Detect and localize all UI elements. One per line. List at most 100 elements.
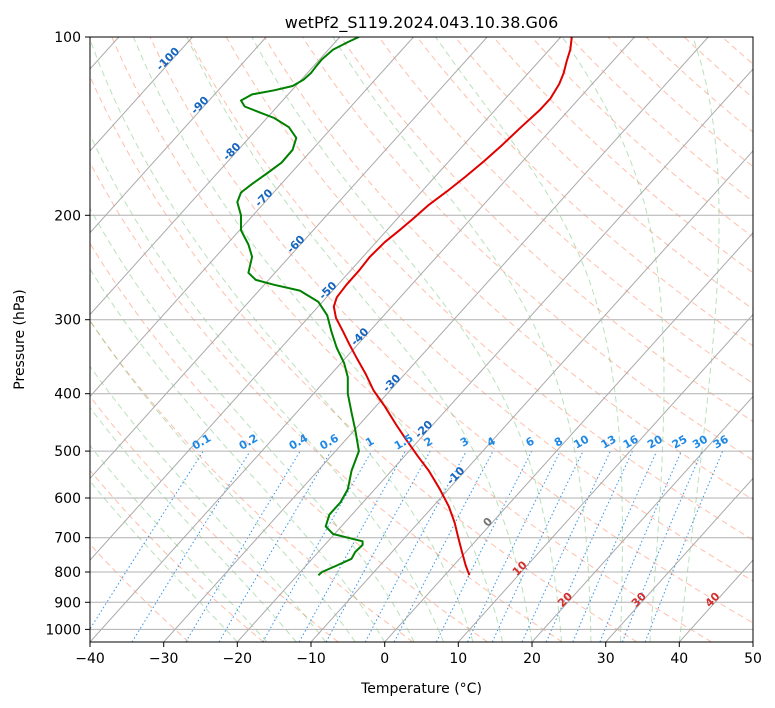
moist-adiabat-line [332, 37, 592, 642]
dry-adiabat-line [90, 395, 339, 642]
dry-adiabat-line [90, 543, 190, 642]
moist-adiabat-line [90, 365, 327, 642]
isotherm-line [310, 150, 753, 642]
isotherm-line [531, 395, 753, 642]
mixing-ratio-line [572, 450, 658, 642]
y-axis-label: Pressure (hPa) [12, 289, 28, 389]
dry-adiabat-line [90, 75, 638, 642]
isotherm-label: -90 [188, 93, 211, 116]
dry-adiabat-line [90, 469, 264, 642]
moist-adiabat-line [90, 480, 238, 642]
dry-adiabat-line [378, 37, 753, 384]
isotherm-label: -70 [252, 186, 275, 209]
y-tick-label: 800 [54, 565, 81, 581]
plot-frame [89, 36, 754, 643]
mixing-ratio-label: 30 [690, 432, 710, 451]
y-tick-label: 200 [54, 208, 81, 224]
isotherm-line [163, 37, 709, 642]
isotherm-label: -60 [284, 232, 307, 255]
moist-adiabats [90, 37, 720, 642]
dry-adiabat-line [454, 37, 753, 310]
moist-adiabat-line [678, 37, 720, 642]
dry-adiabat-line [90, 242, 488, 642]
isotherm-line [90, 37, 562, 561]
mixing-ratio-line [262, 450, 373, 642]
x-tick-label: 0 [380, 651, 389, 667]
mixing-ratio-line [599, 450, 682, 642]
mixing-ratio-line [435, 450, 533, 642]
isotherm-grid [90, 37, 753, 642]
chart-title: wetPf2_S119.2024.043.10.38.G06 [285, 13, 559, 33]
isotherm-label: -30 [380, 371, 403, 394]
dewpoint-line [236, 37, 364, 576]
mixing-ratio-line [364, 450, 467, 642]
isotherm-line [678, 559, 753, 642]
mixing-ratio-line [491, 450, 584, 642]
moist-adiabat-line [90, 37, 474, 642]
temperature-line [332, 37, 573, 576]
y-axis-ticks: 100 200 300 400 500 600 700 800 900 1000 [45, 30, 90, 638]
isotherm-line [90, 37, 193, 152]
mixing-ratio-line [131, 450, 251, 642]
sounding-series [236, 37, 573, 576]
isotherm-line [90, 37, 341, 316]
mixing-ratio-label: 16 [621, 432, 641, 451]
dry-adiabat-line [187, 37, 753, 582]
y-tick-label: 300 [54, 313, 81, 329]
isotherm-line [384, 232, 753, 642]
dry-adiabat-line [90, 161, 563, 642]
dry-adiabat-line [761, 37, 775, 642]
x-axis-ticks: −40 −30 −20 −10 0 10 20 30 40 50 [75, 642, 762, 667]
mixing-ratio-line [644, 450, 724, 642]
x-tick-label: −10 [296, 651, 326, 667]
dry-adiabat-line [531, 37, 753, 238]
isotherm-label: 40 [703, 590, 723, 610]
isotherm-line [752, 641, 753, 642]
x-tick-label: 40 [670, 651, 688, 667]
dry-adiabat-line [264, 37, 753, 501]
mixing-ratio-label: 25 [670, 433, 690, 452]
x-axis-label: Temperature (°C) [360, 681, 482, 697]
dry-adiabat-line [645, 37, 753, 133]
isotherm-label: -10 [444, 464, 467, 487]
mixing-ratio-line [90, 450, 204, 630]
isotherm-label: -40 [348, 325, 371, 348]
dry-adiabat-line [340, 37, 753, 423]
mixing-ratio-line [545, 450, 633, 642]
mixing-ratio-label: 36 [711, 432, 731, 451]
mixing-ratio-line [621, 450, 703, 642]
x-tick-label: 10 [449, 651, 467, 667]
y-tick-label: 700 [54, 531, 81, 547]
mixing-ratio-label: 8 [552, 435, 565, 450]
mixing-ratio-label: 1 [363, 435, 376, 450]
moist-adiabat-line [90, 406, 297, 642]
isobar-grid [90, 37, 753, 630]
isotherm-line [236, 68, 753, 642]
isotherm-label: 10 [510, 558, 530, 578]
isotherm-line [90, 37, 267, 234]
dry-adiabat-line [111, 37, 712, 642]
dry-adiabat-line [683, 37, 753, 99]
isotherm-line [90, 37, 414, 398]
x-tick-label: −20 [223, 651, 253, 667]
dry-adiabats [90, 37, 775, 642]
y-tick-label: 500 [54, 444, 81, 460]
y-tick-label: 100 [54, 30, 81, 46]
x-tick-label: 20 [523, 651, 541, 667]
isotherm-label: -80 [220, 140, 243, 163]
dry-adiabat-line [493, 37, 753, 274]
moist-adiabat-line [90, 444, 268, 642]
y-tick-label: 600 [54, 491, 81, 507]
moist-adiabat-line [132, 37, 503, 642]
moist-adiabat-line [90, 319, 356, 642]
dry-adiabat-line [149, 37, 753, 624]
mixing-ratio-label: 13 [599, 433, 619, 452]
isotherm-line [457, 313, 753, 642]
x-tick-label: −30 [149, 651, 179, 667]
isotherm-line [90, 37, 488, 480]
x-tick-label: 50 [744, 651, 762, 667]
y-tick-label: 900 [54, 595, 81, 611]
dry-adiabat-line [225, 37, 753, 541]
